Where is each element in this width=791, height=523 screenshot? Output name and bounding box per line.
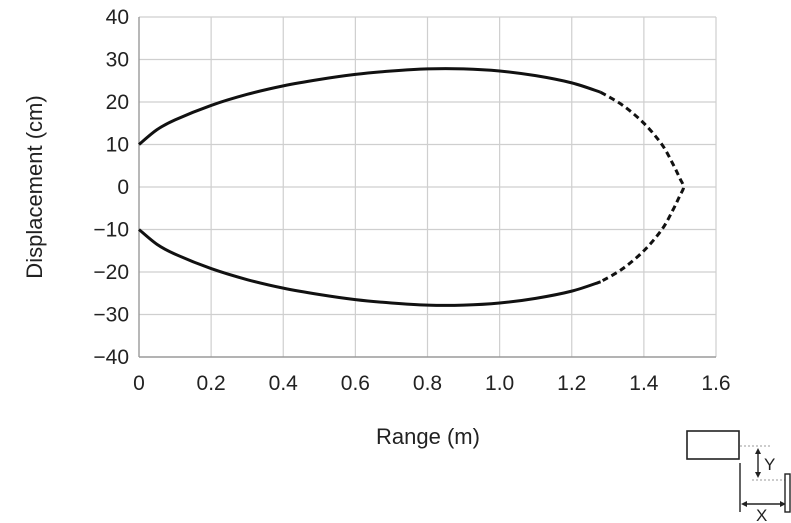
axes <box>138 17 716 358</box>
series-group <box>138 67 686 307</box>
grid <box>139 16 717 357</box>
series-line-1-solid <box>138 67 602 146</box>
y-axis-title: Displacement (cm) <box>22 95 47 278</box>
x-tick-label: 0.2 <box>197 372 226 395</box>
x-axis-title: Range (m) <box>376 424 480 449</box>
x-tick-label: 0 <box>133 372 145 395</box>
y-tick-label: 0 <box>117 176 129 199</box>
x-tick-label: 1.2 <box>557 372 586 395</box>
x-tick-label: 1.4 <box>629 372 659 395</box>
y-tick-label: −40 <box>93 346 129 369</box>
x-tick-label: 0.4 <box>269 372 299 395</box>
inset-label-x: X <box>756 506 767 523</box>
sensor-box <box>686 430 740 460</box>
series-line-2-dashed <box>599 90 686 284</box>
tick-labels: 0 0.2 0.4 0.6 0.8 1.0 1.2 1.4 1.6 40 30 20 10 0 −10 −20… <box>93 6 730 395</box>
x-tick-label: 1.0 <box>485 372 514 395</box>
y-tick-label: 10 <box>106 134 129 157</box>
reflector-plate <box>784 473 791 513</box>
sensor-diagram: Y X <box>686 430 791 523</box>
y-tick-label: 40 <box>106 6 129 29</box>
series-line-3-solid <box>138 228 602 307</box>
x-tick-label: 1.6 <box>701 372 730 395</box>
y-tick-label: 20 <box>106 91 129 114</box>
y-tick-label: 30 <box>106 49 129 72</box>
y-tick-label: −30 <box>93 304 129 327</box>
x-tick-label: 0.6 <box>341 372 370 395</box>
y-tick-label: −10 <box>93 219 129 242</box>
inset-label-y: Y <box>764 455 775 474</box>
y-tick-label: −20 <box>93 261 129 284</box>
x-tick-label: 0.8 <box>413 372 442 395</box>
